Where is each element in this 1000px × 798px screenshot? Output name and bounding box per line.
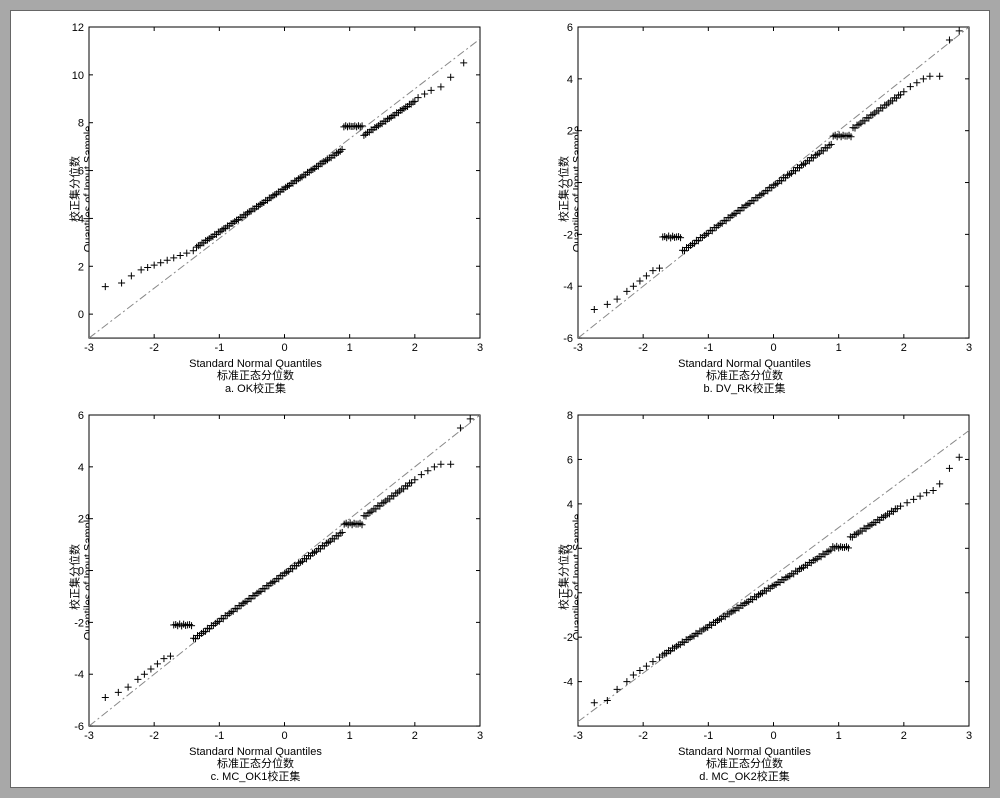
subtitle-d: d. MC_OK2校正集 bbox=[500, 771, 989, 783]
xlabel-cn: 标准正态分位数 bbox=[11, 758, 500, 770]
panel-b: 校正集分位数 Quantiles of Input Sample -3-2-10… bbox=[500, 11, 989, 399]
svg-text:12: 12 bbox=[72, 22, 84, 34]
svg-text:1: 1 bbox=[347, 730, 353, 742]
xlabel-block-c: Standard Normal Quantiles 标准正态分位数 c. MC_… bbox=[11, 746, 500, 787]
xlabel-cn: 标准正态分位数 bbox=[11, 370, 500, 382]
svg-text:-2: -2 bbox=[563, 632, 573, 644]
svg-text:6: 6 bbox=[567, 22, 573, 34]
svg-text:-2: -2 bbox=[149, 342, 159, 354]
svg-text:-4: -4 bbox=[563, 677, 573, 689]
svg-text:2: 2 bbox=[78, 261, 84, 273]
xlabel-cn: 标准正态分位数 bbox=[500, 758, 989, 770]
svg-text:-2: -2 bbox=[563, 229, 573, 241]
chart-a: -3-2-10123024681012 bbox=[11, 11, 500, 358]
qq-grid: 校正集分位数 Quantiles of Input Sample -3-2-10… bbox=[10, 10, 990, 788]
panel-c: 校正集分位数 Quantiles of Input Sample -3-2-10… bbox=[11, 399, 500, 787]
svg-text:0: 0 bbox=[281, 730, 287, 742]
svg-text:4: 4 bbox=[567, 499, 573, 511]
svg-text:0: 0 bbox=[770, 730, 776, 742]
panel-a: 校正集分位数 Quantiles of Input Sample -3-2-10… bbox=[11, 11, 500, 399]
svg-text:2: 2 bbox=[567, 543, 573, 555]
xlabel-en: Standard Normal Quantiles bbox=[11, 358, 500, 370]
svg-text:-4: -4 bbox=[563, 281, 573, 293]
svg-text:2: 2 bbox=[78, 514, 84, 526]
svg-text:-4: -4 bbox=[74, 669, 84, 681]
svg-text:3: 3 bbox=[966, 730, 972, 742]
svg-text:-3: -3 bbox=[573, 342, 583, 354]
svg-text:-1: -1 bbox=[214, 342, 224, 354]
svg-text:2: 2 bbox=[567, 126, 573, 138]
xlabel-en: Standard Normal Quantiles bbox=[500, 746, 989, 758]
svg-text:6: 6 bbox=[78, 166, 84, 178]
svg-text:1: 1 bbox=[836, 730, 842, 742]
chart-c: -3 -2 -1 0 1 2 3 -6 -4 -2 0 2 4 6 bbox=[11, 399, 500, 746]
xlabel-block-a: Standard Normal Quantiles 标准正态分位数 a. OK校… bbox=[11, 358, 500, 399]
svg-text:4: 4 bbox=[78, 462, 84, 474]
svg-text:-3: -3 bbox=[84, 342, 94, 354]
svg-text:1: 1 bbox=[347, 342, 353, 354]
svg-text:8: 8 bbox=[78, 118, 84, 130]
xlabel-block-b: Standard Normal Quantiles 标准正态分位数 b. DV_… bbox=[500, 358, 989, 399]
svg-text:-1: -1 bbox=[214, 730, 224, 742]
chart-b: -3 -2 -1 0 1 2 3 -6 -4 -2 0 2 4 6 bbox=[500, 11, 989, 358]
svg-text:4: 4 bbox=[78, 213, 84, 225]
svg-text:-3: -3 bbox=[573, 730, 583, 742]
svg-text:2: 2 bbox=[412, 342, 418, 354]
svg-text:0: 0 bbox=[281, 342, 287, 354]
svg-text:6: 6 bbox=[567, 454, 573, 466]
svg-text:0: 0 bbox=[770, 342, 776, 354]
svg-text:8: 8 bbox=[567, 410, 573, 422]
svg-text:6: 6 bbox=[78, 410, 84, 422]
svg-text:0: 0 bbox=[567, 588, 573, 600]
svg-text:2: 2 bbox=[412, 730, 418, 742]
svg-text:2: 2 bbox=[901, 342, 907, 354]
svg-text:-6: -6 bbox=[74, 721, 84, 733]
svg-text:-3: -3 bbox=[84, 730, 94, 742]
svg-text:-1: -1 bbox=[703, 342, 713, 354]
svg-text:-6: -6 bbox=[563, 333, 573, 345]
svg-text:-2: -2 bbox=[638, 730, 648, 742]
svg-text:0: 0 bbox=[78, 309, 84, 321]
svg-text:-2: -2 bbox=[638, 342, 648, 354]
subtitle-c: c. MC_OK1校正集 bbox=[11, 771, 500, 783]
svg-text:0: 0 bbox=[567, 178, 573, 190]
svg-text:3: 3 bbox=[477, 730, 483, 742]
svg-text:2: 2 bbox=[901, 730, 907, 742]
xlabel-en: Standard Normal Quantiles bbox=[11, 746, 500, 758]
svg-text:-1: -1 bbox=[703, 730, 713, 742]
subtitle-a: a. OK校正集 bbox=[11, 383, 500, 395]
svg-text:-2: -2 bbox=[149, 730, 159, 742]
xlabel-block-d: Standard Normal Quantiles 标准正态分位数 d. MC_… bbox=[500, 746, 989, 787]
svg-text:-2: -2 bbox=[74, 617, 84, 629]
chart-d: -3 -2 -1 0 1 2 3 -4 -2 0 2 4 6 8 bbox=[500, 399, 989, 746]
svg-text:10: 10 bbox=[72, 70, 84, 82]
xlabel-cn: 标准正态分位数 bbox=[500, 370, 989, 382]
svg-text:4: 4 bbox=[567, 74, 573, 86]
svg-text:0: 0 bbox=[78, 566, 84, 578]
svg-text:1: 1 bbox=[836, 342, 842, 354]
xlabel-en: Standard Normal Quantiles bbox=[500, 358, 989, 370]
subtitle-b: b. DV_RK校正集 bbox=[500, 383, 989, 395]
panel-d: 校正集分位数 Quantiles of Input Sample -3-2-10… bbox=[500, 399, 989, 787]
svg-text:3: 3 bbox=[966, 342, 972, 354]
svg-text:3: 3 bbox=[477, 342, 483, 354]
